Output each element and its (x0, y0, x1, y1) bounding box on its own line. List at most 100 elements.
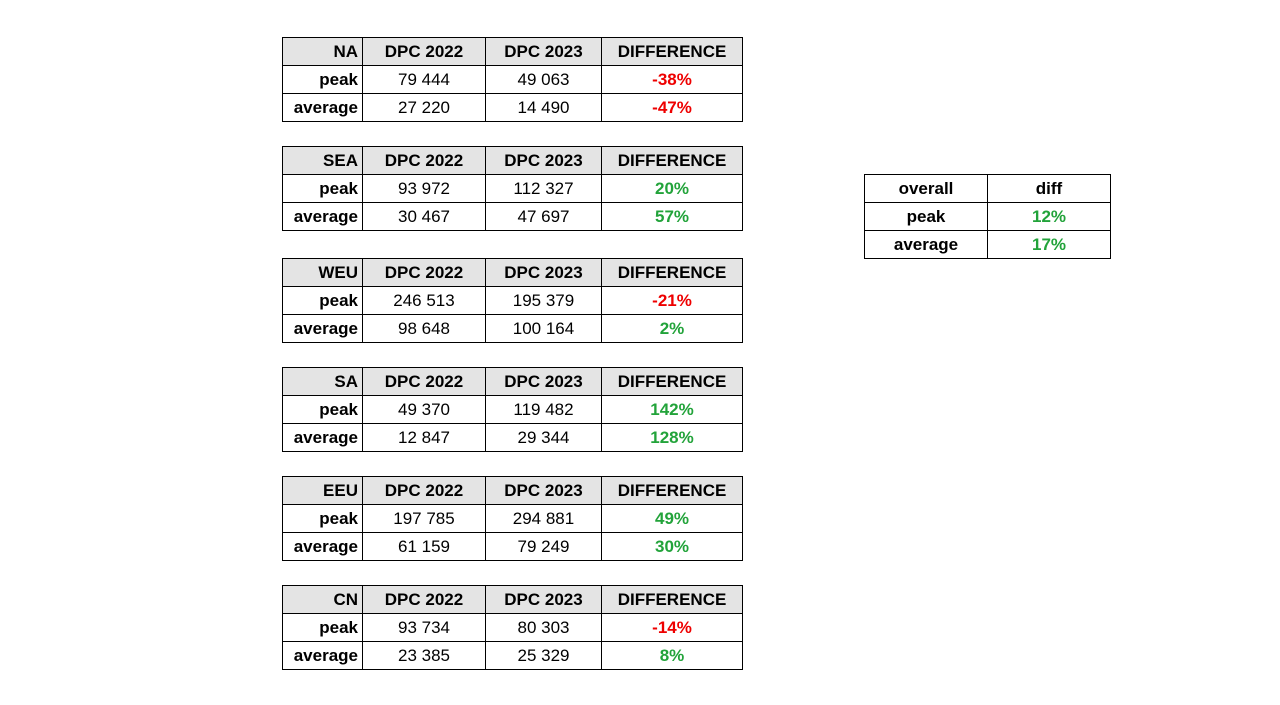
region-table-sa: SA DPC 2022 DPC 2023 DIFFERENCE peak 49 … (282, 367, 743, 452)
value-2022: 197 785 (362, 504, 486, 533)
difference-value: 57% (601, 202, 743, 231)
difference-value: 142% (601, 395, 743, 424)
row-label: peak (864, 202, 988, 231)
col-header-difference: DIFFERENCE (601, 476, 743, 505)
table-header-row: NA DPC 2022 DPC 2023 DIFFERENCE (282, 37, 743, 66)
value-2023: 195 379 (485, 286, 602, 315)
region-table-eeu: EEU DPC 2022 DPC 2023 DIFFERENCE peak 19… (282, 476, 743, 561)
value-2023: 119 482 (485, 395, 602, 424)
table-row: peak 93 734 80 303 -14% (282, 613, 743, 642)
difference-value: 20% (601, 174, 743, 203)
difference-value: 49% (601, 504, 743, 533)
region-name: SA (282, 367, 363, 396)
table-header-row: CN DPC 2022 DPC 2023 DIFFERENCE (282, 585, 743, 614)
difference-value: 2% (601, 314, 743, 343)
value-2023: 14 490 (485, 93, 602, 122)
table-row: average 30 467 47 697 57% (282, 202, 743, 231)
row-label: peak (282, 613, 363, 642)
value-2023: 25 329 (485, 641, 602, 670)
table-row: peak 93 972 112 327 20% (282, 174, 743, 203)
difference-value: -21% (601, 286, 743, 315)
table-header-row: EEU DPC 2022 DPC 2023 DIFFERENCE (282, 476, 743, 505)
value-2023: 49 063 (485, 65, 602, 94)
value-2023: 29 344 (485, 423, 602, 452)
col-header-dpc-2022: DPC 2022 (362, 367, 486, 396)
col-header-dpc-2022: DPC 2022 (362, 585, 486, 614)
table-row: peak 197 785 294 881 49% (282, 504, 743, 533)
region-table-weu: WEU DPC 2022 DPC 2023 DIFFERENCE peak 24… (282, 258, 743, 343)
overall-diff-value: 12% (987, 202, 1111, 231)
col-header-difference: DIFFERENCE (601, 585, 743, 614)
overall-diff-value: 17% (987, 230, 1111, 259)
difference-value: 8% (601, 641, 743, 670)
table-row: average 61 159 79 249 30% (282, 532, 743, 561)
table-row: average 17% (864, 230, 1111, 259)
col-header-difference: DIFFERENCE (601, 367, 743, 396)
col-header-dpc-2022: DPC 2022 (362, 146, 486, 175)
value-2022: 93 734 (362, 613, 486, 642)
value-2022: 23 385 (362, 641, 486, 670)
table-row: average 23 385 25 329 8% (282, 641, 743, 670)
row-label: average (864, 230, 988, 259)
value-2023: 112 327 (485, 174, 602, 203)
region-name: SEA (282, 146, 363, 175)
value-2022: 79 444 (362, 65, 486, 94)
value-2022: 12 847 (362, 423, 486, 452)
row-label: average (282, 532, 363, 561)
difference-value: -14% (601, 613, 743, 642)
overall-header-diff: diff (987, 174, 1111, 203)
col-header-dpc-2023: DPC 2023 (485, 37, 602, 66)
table-row: peak 79 444 49 063 -38% (282, 65, 743, 94)
difference-value: 128% (601, 423, 743, 452)
col-header-difference: DIFFERENCE (601, 146, 743, 175)
value-2022: 27 220 (362, 93, 486, 122)
row-label: peak (282, 65, 363, 94)
row-label: average (282, 423, 363, 452)
region-name: NA (282, 37, 363, 66)
table-row: peak 246 513 195 379 -21% (282, 286, 743, 315)
region-name: EEU (282, 476, 363, 505)
table-row: peak 49 370 119 482 142% (282, 395, 743, 424)
overall-table: overall diff peak 12% average 17% (864, 174, 1111, 259)
value-2022: 246 513 (362, 286, 486, 315)
table-row: peak 12% (864, 202, 1111, 231)
col-header-dpc-2022: DPC 2022 (362, 37, 486, 66)
difference-value: 30% (601, 532, 743, 561)
row-label: average (282, 641, 363, 670)
value-2022: 93 972 (362, 174, 486, 203)
value-2022: 98 648 (362, 314, 486, 343)
row-label: peak (282, 286, 363, 315)
row-label: average (282, 93, 363, 122)
value-2023: 80 303 (485, 613, 602, 642)
col-header-dpc-2023: DPC 2023 (485, 367, 602, 396)
col-header-dpc-2022: DPC 2022 (362, 258, 486, 287)
table-header-row: WEU DPC 2022 DPC 2023 DIFFERENCE (282, 258, 743, 287)
value-2023: 47 697 (485, 202, 602, 231)
row-label: peak (282, 504, 363, 533)
col-header-difference: DIFFERENCE (601, 37, 743, 66)
value-2023: 100 164 (485, 314, 602, 343)
row-label: average (282, 314, 363, 343)
col-header-dpc-2023: DPC 2023 (485, 258, 602, 287)
table-header-row: SEA DPC 2022 DPC 2023 DIFFERENCE (282, 146, 743, 175)
difference-value: -47% (601, 93, 743, 122)
col-header-dpc-2023: DPC 2023 (485, 476, 602, 505)
overall-header-label: overall (864, 174, 988, 203)
col-header-difference: DIFFERENCE (601, 258, 743, 287)
table-row: average 27 220 14 490 -47% (282, 93, 743, 122)
overall-header-row: overall diff (864, 174, 1111, 203)
region-table-sea: SEA DPC 2022 DPC 2023 DIFFERENCE peak 93… (282, 146, 743, 231)
value-2022: 49 370 (362, 395, 486, 424)
col-header-dpc-2023: DPC 2023 (485, 146, 602, 175)
col-header-dpc-2023: DPC 2023 (485, 585, 602, 614)
difference-value: -38% (601, 65, 743, 94)
table-row: average 98 648 100 164 2% (282, 314, 743, 343)
table-header-row: SA DPC 2022 DPC 2023 DIFFERENCE (282, 367, 743, 396)
value-2023: 294 881 (485, 504, 602, 533)
table-row: average 12 847 29 344 128% (282, 423, 743, 452)
region-table-cn: CN DPC 2022 DPC 2023 DIFFERENCE peak 93 … (282, 585, 743, 670)
row-label: peak (282, 174, 363, 203)
region-name: CN (282, 585, 363, 614)
value-2023: 79 249 (485, 532, 602, 561)
col-header-dpc-2022: DPC 2022 (362, 476, 486, 505)
